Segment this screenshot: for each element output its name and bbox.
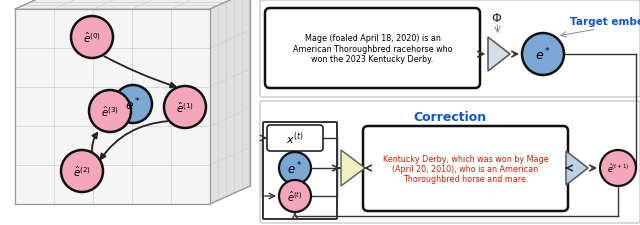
Polygon shape bbox=[15, 0, 250, 10]
FancyArrowPatch shape bbox=[104, 57, 175, 88]
Text: $\hat{e}^{(1)}$: $\hat{e}^{(1)}$ bbox=[176, 100, 194, 115]
Polygon shape bbox=[15, 10, 210, 204]
Text: $e^*$: $e^*$ bbox=[535, 47, 551, 63]
Polygon shape bbox=[566, 151, 588, 185]
Text: $\hat{e}^{(t)}$: $\hat{e}^{(t)}$ bbox=[287, 189, 303, 203]
FancyBboxPatch shape bbox=[267, 126, 323, 151]
Text: $\hat{e}^{(0)}$: $\hat{e}^{(0)}$ bbox=[83, 31, 101, 45]
FancyArrowPatch shape bbox=[92, 133, 97, 153]
Text: $\hat{e}^{(2)}$: $\hat{e}^{(2)}$ bbox=[73, 164, 91, 178]
Circle shape bbox=[164, 87, 206, 128]
Polygon shape bbox=[488, 38, 510, 72]
Text: $\Phi$: $\Phi$ bbox=[492, 11, 502, 24]
Circle shape bbox=[279, 152, 311, 184]
FancyBboxPatch shape bbox=[265, 9, 480, 89]
Text: Mage (foaled April 18, 2020) is an
American Thoroughbred racehorse who
won the 2: Mage (foaled April 18, 2020) is an Ameri… bbox=[292, 34, 452, 64]
Text: Target embedding: Target embedding bbox=[570, 17, 640, 27]
Text: Kentucky Derby, which was won by Mage
(April 20, 2010), who is an American
Thoro: Kentucky Derby, which was won by Mage (A… bbox=[383, 154, 548, 184]
FancyBboxPatch shape bbox=[260, 101, 640, 223]
Circle shape bbox=[61, 150, 103, 192]
Circle shape bbox=[71, 17, 113, 59]
FancyBboxPatch shape bbox=[260, 1, 640, 98]
FancyBboxPatch shape bbox=[363, 126, 568, 211]
FancyArrowPatch shape bbox=[100, 122, 167, 159]
Circle shape bbox=[89, 91, 131, 132]
Circle shape bbox=[600, 150, 636, 186]
Polygon shape bbox=[341, 150, 365, 186]
Text: Correction: Correction bbox=[413, 111, 486, 124]
FancyBboxPatch shape bbox=[263, 122, 337, 219]
Circle shape bbox=[522, 34, 564, 76]
Text: $e^*$: $e^*$ bbox=[125, 96, 141, 113]
Text: $\hat{e}^{(t+1)}$: $\hat{e}^{(t+1)}$ bbox=[607, 162, 629, 174]
Circle shape bbox=[114, 86, 152, 124]
Text: $x^{(t)}$: $x^{(t)}$ bbox=[286, 130, 304, 147]
Circle shape bbox=[279, 180, 311, 212]
Text: $e^*$: $e^*$ bbox=[287, 160, 303, 177]
Polygon shape bbox=[210, 0, 250, 204]
Text: $\hat{e}^{(3)}$: $\hat{e}^{(3)}$ bbox=[101, 104, 119, 119]
